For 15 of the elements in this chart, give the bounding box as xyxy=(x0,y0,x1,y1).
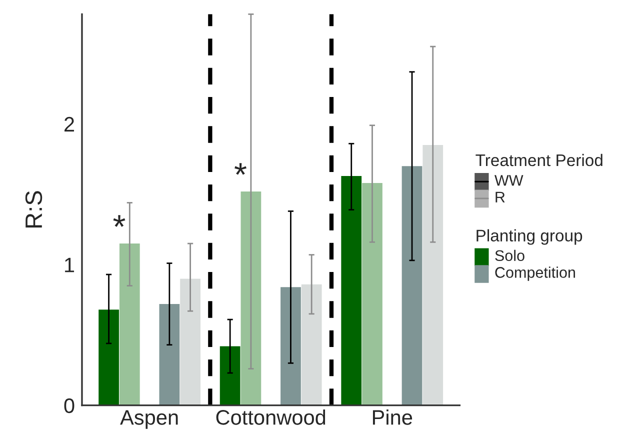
text: Competition xyxy=(495,266,575,281)
annotation: * xyxy=(234,163,246,175)
text: Solo xyxy=(495,250,524,262)
text: Planting group xyxy=(476,229,582,245)
y-axis-title: R:S xyxy=(25,191,42,228)
annotation: * xyxy=(113,215,126,227)
x-tick-label: Pine xyxy=(372,410,412,425)
text: R xyxy=(496,192,505,202)
text: Treatment Period xyxy=(476,154,602,166)
y-tick-label: 2 xyxy=(64,116,74,132)
y-tick-label: 0 xyxy=(64,398,74,414)
x-tick-label: Cottonwood xyxy=(216,410,326,425)
x-tick-label: Aspen xyxy=(120,410,178,429)
y-tick-label: 1 xyxy=(65,258,74,272)
text: WW xyxy=(494,175,524,186)
